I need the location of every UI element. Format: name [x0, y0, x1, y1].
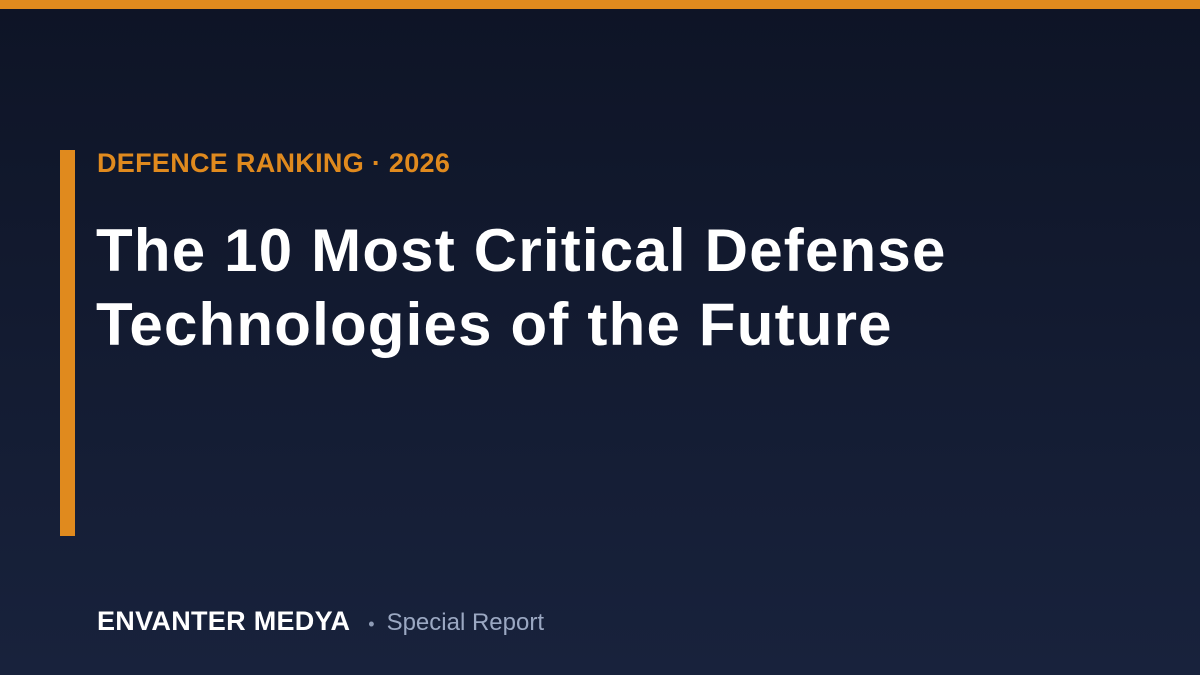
separator: • — [368, 614, 375, 634]
accent-bar — [60, 150, 75, 536]
footer: ENVANTER MEDYA • Special Report — [97, 606, 544, 637]
title-line: The 10 Most Critical Defense — [96, 217, 947, 284]
brand: ENVANTER MEDYA — [97, 606, 351, 636]
title-line: Technologies of the Future — [96, 291, 893, 358]
title: The 10 Most Critical Defense Technologie… — [96, 214, 947, 362]
report-label: Special Report — [386, 609, 544, 636]
kicker: DEFENCE RANKING · 2026 — [97, 148, 451, 178]
top-bar — [0, 0, 1200, 9]
